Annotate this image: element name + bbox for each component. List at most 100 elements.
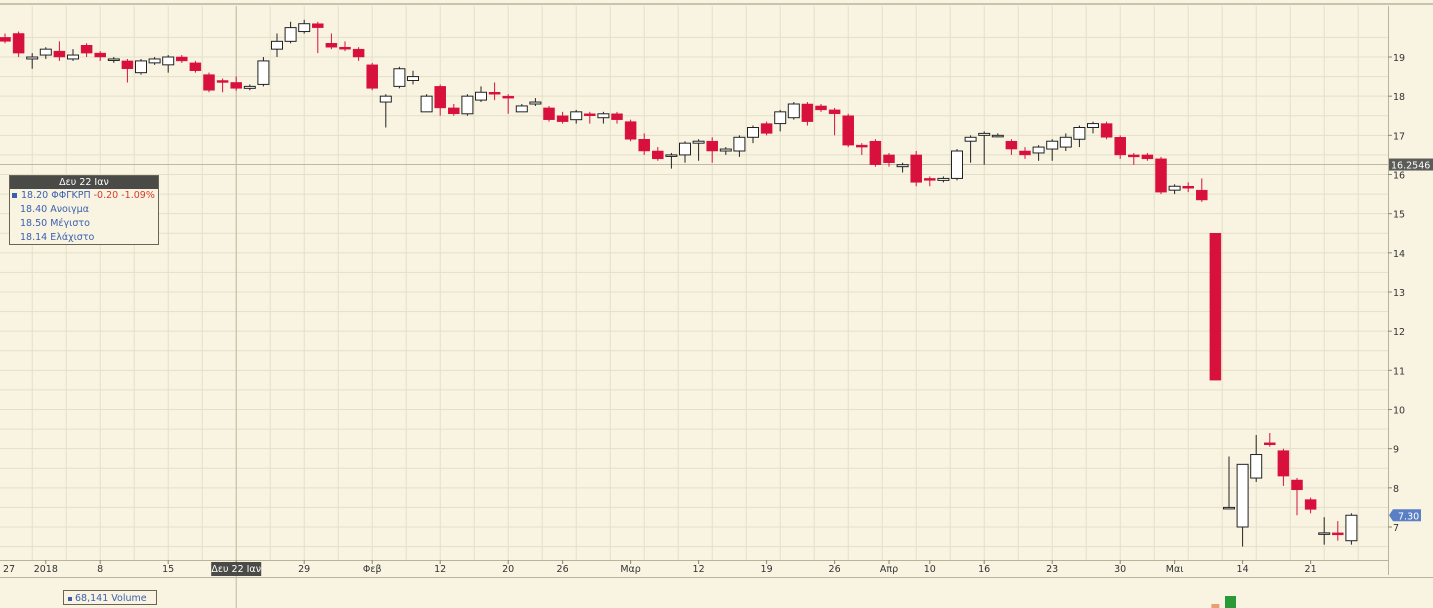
candle-body [584, 113, 596, 116]
candle-body [787, 103, 800, 119]
x-tick-label: 26 [829, 564, 841, 575]
candle-body [1073, 127, 1086, 140]
candle-body [556, 115, 569, 122]
candle-body [638, 139, 650, 152]
candle-body [461, 95, 474, 115]
candle-body [883, 154, 895, 164]
candle-body [719, 148, 732, 152]
candle-body [1114, 137, 1126, 156]
y-tick-label: 14 [1393, 249, 1405, 260]
candle-body [937, 177, 950, 181]
candle-body [611, 113, 623, 120]
candle-body [896, 164, 909, 168]
y-tick-label: 8 [1393, 484, 1399, 495]
candle-body [1196, 189, 1208, 201]
y-tick-label: 11 [1393, 366, 1405, 377]
crosshair-price-label: 16.2546 [1391, 161, 1430, 172]
x-tick-label: 30 [1114, 564, 1126, 575]
x-tick-label: 2018 [34, 564, 58, 575]
candle-body [94, 52, 106, 58]
candle-body [597, 113, 610, 119]
x-tick-label: 26 [557, 564, 569, 575]
volume-swatch-icon [68, 596, 72, 601]
candle-body [774, 111, 787, 125]
volume-legend[interactable]: 68,141 Volume [63, 590, 157, 605]
y-tick-label: 18 [1393, 92, 1405, 103]
candle-body [991, 134, 1004, 138]
data-tooltip: Δευ 22 Ιαν 18.20 ΦΦΓΚΡΠ -0.20 -1.09% 18.… [9, 175, 159, 245]
candle-body [1032, 146, 1045, 154]
candle-body [189, 62, 202, 71]
candle-body [12, 33, 25, 54]
x-tick-label: 8 [97, 564, 103, 575]
candle-body [1100, 123, 1113, 138]
candle-body [135, 60, 147, 74]
candle-body [407, 76, 419, 82]
candle-body [121, 60, 134, 70]
candle-body [1332, 532, 1344, 536]
candle-body [747, 127, 759, 138]
candle-body [203, 74, 215, 91]
x-tick-label: Δευ 22 Ιαν [211, 564, 261, 575]
candle-body [652, 150, 664, 160]
x-tick-label: Μαι [1166, 564, 1184, 575]
candle-body [339, 46, 351, 50]
candle-body [842, 115, 854, 146]
tooltip-close-row: 18.20 ΦΦΓΚΡΠ -0.20 -1.09% [10, 189, 158, 203]
x-tick-label: Μαρ [620, 564, 641, 575]
candle-body [271, 40, 283, 50]
volume-bar [1211, 604, 1220, 608]
candle-body [1182, 186, 1194, 189]
candle-body [379, 95, 392, 103]
candle-body [624, 121, 637, 140]
candle-body [162, 56, 175, 66]
y-tick-label: 7 [1393, 523, 1399, 534]
candle-body [801, 103, 814, 122]
x-tick-label: 12 [434, 564, 446, 575]
candle-body [515, 105, 528, 113]
y-tick-label: 13 [1393, 288, 1405, 299]
candle-body [230, 82, 242, 89]
candle-body [502, 95, 514, 99]
candle-body [39, 48, 52, 56]
candle-body [53, 50, 66, 58]
candle-body [1005, 140, 1018, 150]
x-tick-label: Φεβ [363, 564, 382, 575]
candle-body [107, 58, 120, 61]
y-tick-label: 10 [1393, 406, 1405, 417]
candle-body [475, 91, 487, 101]
tooltip-symbol: ΦΦΓΚΡΠ [51, 190, 91, 201]
x-tick-label: 15 [162, 564, 174, 575]
y-tick-label: 9 [1393, 445, 1399, 456]
candle-body [924, 178, 936, 181]
candle-body [298, 23, 311, 33]
candle-body [420, 95, 433, 113]
y-tick-label: 15 [1393, 210, 1405, 221]
x-tick-label: Απρ [880, 564, 898, 575]
candle-body [488, 92, 501, 95]
candle-body [760, 123, 773, 134]
x-tick-label: 14 [1237, 564, 1249, 575]
candle-body [1141, 154, 1154, 160]
tooltip-change-pct: -1.09% [121, 190, 155, 201]
candle-body [1318, 532, 1331, 535]
candle-body [1277, 450, 1290, 477]
current-price-box [1389, 509, 1421, 522]
candle-body [1019, 150, 1031, 156]
candle-body [1155, 158, 1167, 193]
candle-body [243, 85, 256, 89]
candle-body [1046, 140, 1059, 150]
candle-body [828, 109, 841, 115]
candle-body [665, 154, 678, 157]
x-tick-label: 10 [924, 564, 936, 575]
x-tick-label: 23 [1046, 564, 1058, 575]
candle-body [176, 56, 188, 62]
x-tick-label: 27 [3, 564, 15, 575]
crosshair-date-box [211, 562, 262, 576]
series-swatch-icon [12, 193, 17, 198]
candle-body [1264, 442, 1276, 445]
candle-body [692, 140, 705, 144]
candle-body [1250, 454, 1263, 479]
candle-body [733, 136, 746, 152]
